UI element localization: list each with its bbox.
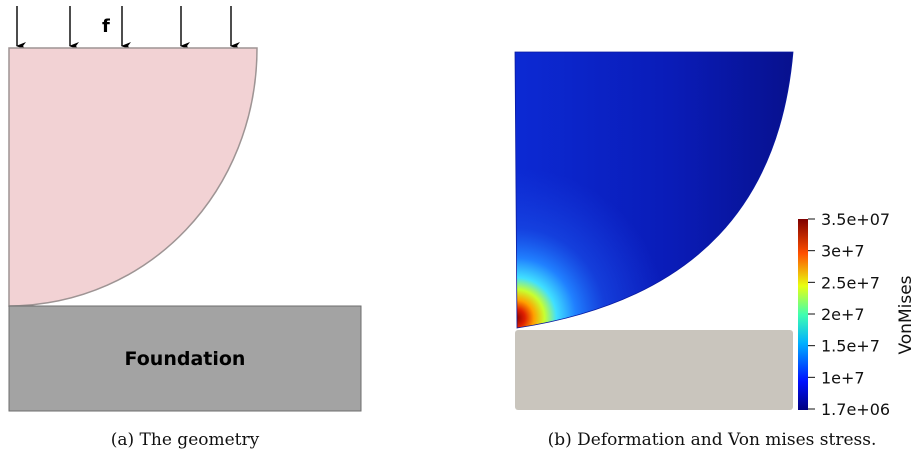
colorbar-tick-label: 3e+7 xyxy=(821,242,865,261)
colorbar-tick-label: 1.7e+06 xyxy=(821,400,890,419)
deformed-body xyxy=(515,52,793,328)
colorbar-tick-label: 3.5e+07 xyxy=(821,210,890,229)
caption-b: (b) Deformation and Von mises stress. xyxy=(548,430,877,450)
foundation-label: Foundation xyxy=(125,348,246,370)
force-arrows xyxy=(16,6,240,50)
deformed-body-outline xyxy=(514,51,794,329)
colorbar: 3.5e+07 3e+7 2.5e+7 2e+7 1.5e+7 1e+7 1.7e+06 V… xyxy=(798,210,915,419)
colorbar-tick-label: 2e+7 xyxy=(821,305,865,324)
quarter-circle-body xyxy=(8,47,258,307)
colorbar-tick-label: 2.5e+7 xyxy=(821,273,880,292)
colorbar-tick-label: 1.5e+7 xyxy=(821,337,880,356)
force-label: f xyxy=(102,16,110,37)
foundation-block xyxy=(8,305,362,412)
colorbar-title: VonMises xyxy=(896,275,915,354)
foundation-block-deformed xyxy=(515,330,793,410)
panel-geometry: f Foundation (a) The geometry xyxy=(8,6,362,450)
colorbar-tick-label: 1e+7 xyxy=(821,368,865,387)
caption-a: (a) The geometry xyxy=(111,430,260,450)
colorbar-scale xyxy=(798,219,808,410)
panel-stress: 3.5e+07 3e+7 2.5e+7 2e+7 1.5e+7 1e+7 1.7e+06 V… xyxy=(514,51,915,450)
colorbar-ticks: 3.5e+07 3e+7 2.5e+7 2e+7 1.5e+7 1e+7 1.7e+06 xyxy=(808,210,890,419)
